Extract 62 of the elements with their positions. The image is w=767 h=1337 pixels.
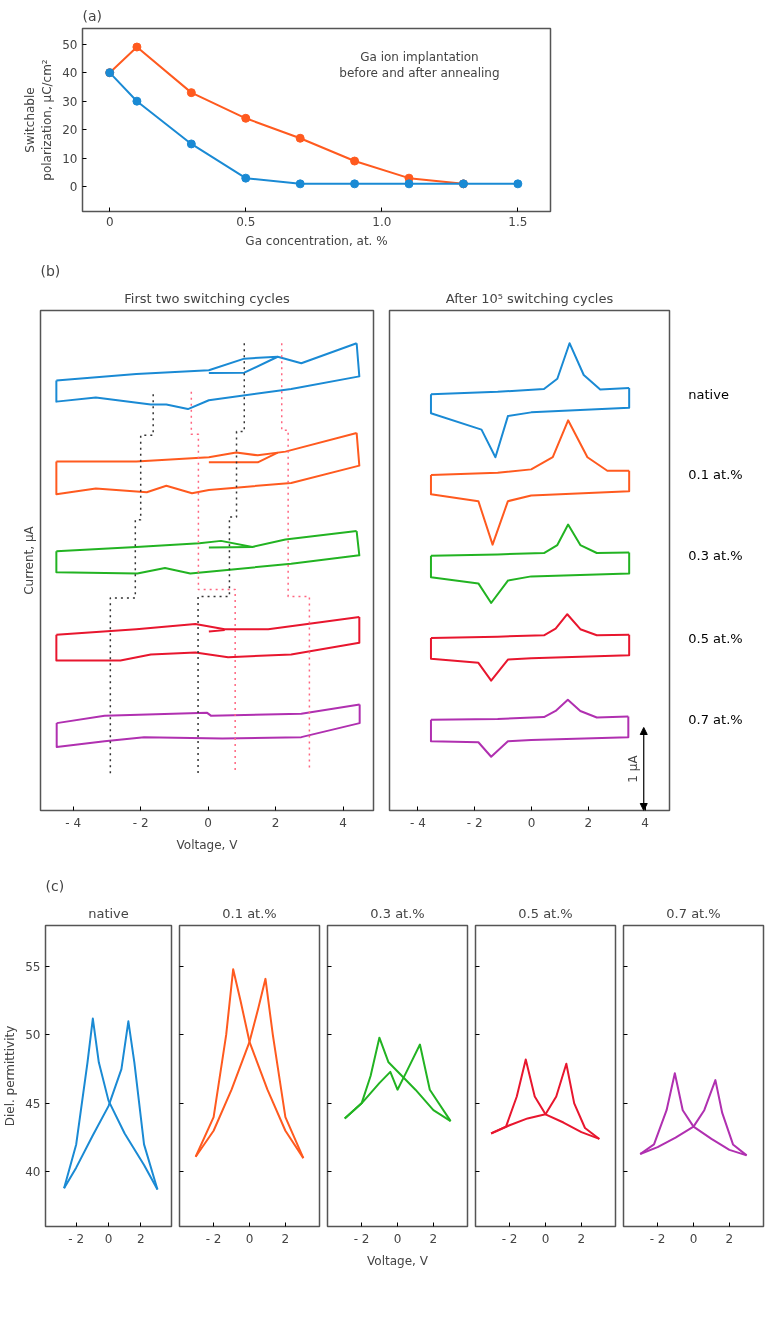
x-tick-label: 0.5 xyxy=(236,214,256,229)
x-tick-label: - 2 xyxy=(466,815,483,830)
x-tick-label: 2 xyxy=(136,1231,145,1246)
text: native xyxy=(688,386,729,402)
x-tick-label: - 2 xyxy=(68,1231,85,1246)
y-tick-label: 30 xyxy=(62,94,78,109)
x-tick-label: - 4 xyxy=(410,815,426,830)
y-tick-label: 45 xyxy=(25,1096,41,1111)
x-tick-label: - 2 xyxy=(205,1231,222,1246)
text: (c) xyxy=(45,877,65,894)
x-axis-title: Voltage, V xyxy=(176,837,239,852)
x-tick-label: 0 xyxy=(541,1231,550,1246)
chart-title: 0.7 at.% xyxy=(666,905,721,921)
x-tick-label: 2 xyxy=(281,1231,290,1246)
x-tick-label: 2 xyxy=(584,815,593,830)
text: 0.7 at.% xyxy=(688,712,743,728)
x-tick-label: 1.5 xyxy=(508,214,528,229)
x-tick-label: 2 xyxy=(725,1231,734,1246)
chart-title: 0.5 at.% xyxy=(518,905,573,921)
text: (a) xyxy=(82,7,103,24)
x-tick-label: - 2 xyxy=(501,1231,518,1246)
x-tick-label: - 2 xyxy=(649,1231,666,1246)
x-tick-label: 4 xyxy=(339,815,347,830)
chart-title: First two switching cycles xyxy=(124,290,290,306)
x-tick-label: 0 xyxy=(393,1231,402,1246)
y-tick-label: 40 xyxy=(62,66,78,81)
annotation: Ga ion implantation before and after annealing xyxy=(339,49,500,81)
y-tick-label: 55 xyxy=(25,960,41,975)
annotation: 1 μA xyxy=(625,754,640,783)
x-tick-label: 1.0 xyxy=(372,214,392,229)
y-tick-label: 0 xyxy=(69,180,78,195)
chart-title: After 10⁵ switching cycles xyxy=(445,290,614,306)
x-tick-label: 0 xyxy=(689,1231,698,1246)
text: 0.3 at.% xyxy=(688,548,743,564)
x-tick-label: 0 xyxy=(204,815,212,830)
chart-title: 0.1 at.% xyxy=(222,905,277,921)
x-tick-label: 0 xyxy=(527,815,536,830)
y-tick-label: 50 xyxy=(25,1028,41,1043)
y-axis-title: Current, μA xyxy=(21,525,36,595)
text: 0.1 at.% xyxy=(688,467,743,483)
chart-title: native xyxy=(88,905,129,921)
x-tick-label: 2 xyxy=(429,1231,438,1246)
x-tick-label: - 4 xyxy=(65,815,82,830)
x-tick-label: 2 xyxy=(271,815,280,830)
x-tick-label: - 2 xyxy=(353,1231,370,1246)
x-axis-title: Voltage, V xyxy=(367,1253,429,1268)
x-tick-label: 4 xyxy=(641,815,649,830)
y-axis-title: Diel. permittivity xyxy=(3,1025,18,1127)
text: (b) xyxy=(40,262,61,279)
x-tick-label: 0 xyxy=(105,214,114,229)
y-axis-title: Switchable polarization, μC/cm² xyxy=(23,59,55,181)
x-tick-label: 2 xyxy=(577,1231,586,1246)
x-axis-title: Ga concentration, at. % xyxy=(245,233,388,248)
y-tick-label: 50 xyxy=(62,37,78,52)
y-tick-label: 40 xyxy=(25,1165,41,1180)
chart-title: 0.3 at.% xyxy=(370,905,425,921)
x-tick-label: 0 xyxy=(245,1231,254,1246)
x-tick-label: - 2 xyxy=(132,815,149,830)
text: 0.5 at.% xyxy=(688,630,743,646)
x-tick-label: 0 xyxy=(104,1231,113,1246)
y-tick-label: 10 xyxy=(62,151,78,166)
y-tick-label: 20 xyxy=(62,123,78,138)
